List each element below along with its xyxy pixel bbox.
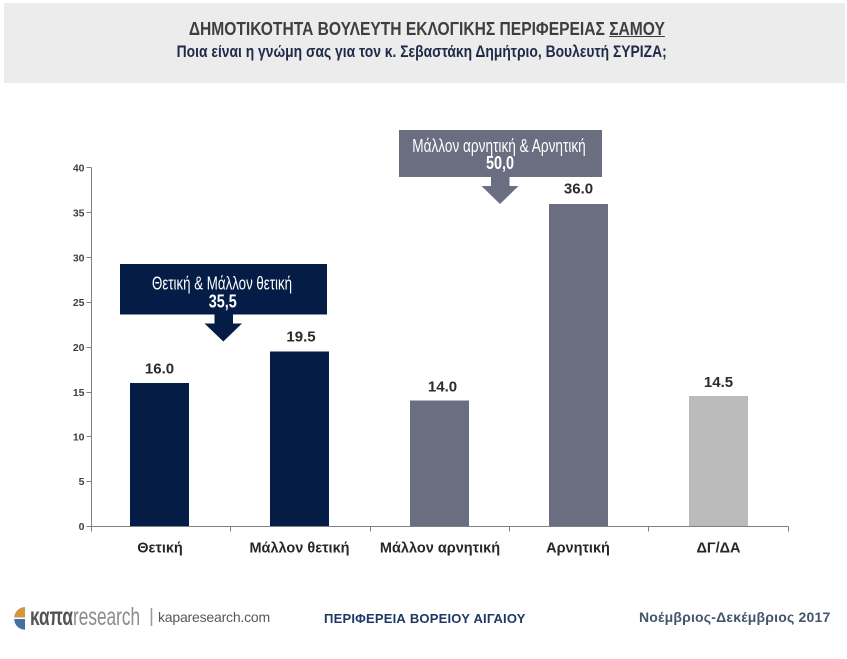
svg-text:20: 20 [73,342,85,354]
svg-text:Μάλλον θετική: Μάλλον θετική [249,541,349,557]
svg-text:5: 5 [79,476,85,488]
svg-text:35: 35 [73,208,85,220]
svg-text:35,5: 35,5 [209,292,237,312]
svg-text:Θετική: Θετική [137,541,183,557]
svg-text:10: 10 [73,432,85,444]
svg-text:ΔΓ/ΔΑ: ΔΓ/ΔΑ [696,541,741,557]
svg-text:30: 30 [73,253,85,265]
svg-text:15: 15 [73,387,85,399]
svg-text:Μάλλον αρνητική & Αρνητική: Μάλλον αρνητική & Αρνητική [412,136,586,156]
svg-text:14.0: 14.0 [428,379,457,396]
svg-text:25: 25 [73,297,85,309]
svg-text:0: 0 [79,521,85,533]
svg-text:16.0: 16.0 [145,361,174,378]
svg-text:14.5: 14.5 [704,374,733,391]
svg-text:40: 40 [73,163,85,175]
svg-text:Θετική & Μάλλον θετική: Θετική & Μάλλον θετική [152,274,292,294]
svg-text:19.5: 19.5 [286,329,315,346]
svg-text:Αρνητική: Αρνητική [546,541,610,557]
svg-text:Μάλλον αρνητική: Μάλλον αρνητική [380,541,500,557]
svg-text:50,0: 50,0 [486,153,514,173]
svg-text:36.0: 36.0 [564,181,593,198]
